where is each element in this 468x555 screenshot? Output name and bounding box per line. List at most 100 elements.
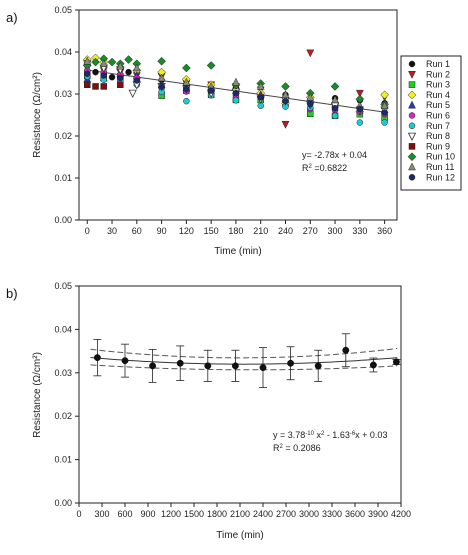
panel-b-y-tick-label: 0.05	[54, 281, 72, 291]
panel-a-point	[206, 61, 216, 70]
panel-a-x-tick-label: 210	[253, 226, 268, 236]
panel-a-point	[257, 94, 264, 101]
panel-a-point	[132, 63, 141, 72]
panel-b-x-tick-label: 2100	[230, 509, 250, 519]
panel-a-y-tick-label: 0.00	[54, 215, 72, 225]
panel-b-eq-part1: y = 3.78	[273, 430, 305, 440]
panel-a-point	[158, 83, 165, 90]
panel-a-series-12	[84, 70, 388, 116]
panel-a-point	[183, 85, 190, 93]
panel-b-eq-exp3: -6	[350, 431, 356, 437]
panel-a-legend-label: Run 9	[426, 141, 450, 151]
panel-b-fit-path	[90, 357, 398, 365]
panel-b-data-points	[93, 333, 401, 388]
panel-a-x-tick-label: 270	[303, 226, 318, 236]
panel-a-point	[331, 95, 339, 104]
panel-a-series-9	[84, 81, 124, 90]
panel-a-point	[355, 89, 364, 98]
panel-b-y-tick-label: 0.00	[54, 498, 72, 508]
panel-a-x-tick-label: 30	[107, 226, 117, 236]
panel-b-point	[231, 362, 239, 370]
panel-b-x-tick-label: 300	[94, 509, 109, 519]
panel-a-point	[100, 72, 108, 79]
panel-a-point	[107, 57, 117, 67]
panel-a-y-tick-label: 0.05	[54, 5, 72, 15]
panel-a: a) 0.00 0.01 0.02 0.03 0.04 0.05 0 30 60 90 120 15…	[6, 5, 462, 257]
panel-b-point	[287, 359, 295, 367]
panel-a-legend-label: Run 2	[426, 69, 450, 79]
panel-a-legend-marker	[407, 132, 417, 141]
panel-a-point	[331, 105, 339, 112]
panel-a-point	[331, 112, 339, 120]
panel-a-point	[99, 59, 108, 68]
panel-b-point	[392, 358, 400, 366]
panel-b-r-squared-sup: 2	[280, 444, 284, 450]
panel-a-legend-marker	[408, 122, 416, 130]
panel-b-fit-curve	[90, 357, 398, 365]
panel-a-point	[84, 81, 91, 89]
panel-a-point	[133, 77, 141, 84]
panel-a-point	[91, 57, 100, 67]
panel-b-x-tick-label: 1500	[184, 509, 204, 519]
panel-a-point	[232, 89, 240, 97]
panel-a-legend-marker	[407, 90, 417, 100]
panel-b-equation: y = 3.78-10 x2 - 1.63-6x + 0.03	[273, 430, 387, 440]
panel-a-y-tick-label: 0.04	[54, 47, 72, 57]
panel-b-band-lower	[90, 364, 398, 371]
panel-a-x-axis-label: Time (min)	[214, 246, 261, 257]
panel-b-x-tick-label: 1800	[207, 509, 227, 519]
panel-a-y-tick-label: 0.02	[54, 131, 72, 141]
panel-b-r-squared-value: = 0.2086	[283, 443, 321, 453]
panel-a-point	[182, 77, 191, 86]
panel-a-point	[307, 100, 314, 108]
panel-b-x-tick-label: 1200	[161, 509, 181, 519]
panel-a-legend-marker	[408, 143, 416, 150]
panel-a-point	[157, 56, 166, 66]
panel-a-x-tick-label: 180	[228, 226, 243, 236]
panel-b-x-tick-label: 4200	[391, 509, 411, 519]
panel-b-plot-frame	[78, 285, 402, 504]
panel-b-point	[204, 362, 212, 370]
panel-a-point	[356, 105, 364, 113]
panel-b-x-tick-label: 600	[117, 509, 132, 519]
panel-a-point	[117, 74, 124, 82]
panel-b-y-tick-label: 0.01	[54, 455, 72, 465]
panel-b-r-squared: R2 = 0.2086	[273, 443, 321, 453]
panel-b-point	[121, 357, 129, 365]
panel-a-x-tick-label: 360	[377, 226, 392, 236]
panel-a-x-tick-label: 330	[352, 226, 367, 236]
panel-b-y-tick-label: 0.03	[54, 368, 72, 378]
panel-b-eq-part4: x + 0.03	[355, 430, 387, 440]
panel-a-point	[232, 97, 240, 104]
panel-a-legend-label: Run 8	[426, 131, 450, 141]
panel-a-legend-marker	[408, 81, 416, 88]
panel-a-point	[256, 81, 265, 90]
panel-b-point	[259, 364, 267, 372]
panel-a-series-11	[83, 56, 389, 110]
panel-a-point	[124, 55, 133, 64]
panel-a-legend-label: Run 11	[426, 162, 454, 172]
panel-a-point	[380, 90, 389, 100]
panel-a-point	[92, 83, 99, 90]
panel-a-point	[306, 49, 315, 58]
panel-b-label: b)	[6, 286, 18, 301]
panel-a-point	[92, 68, 99, 76]
panel-a-legend-label: Run 7	[426, 121, 450, 131]
panel-a-point	[281, 82, 290, 91]
panel-b-point	[314, 362, 322, 370]
panel-a-legend-marker	[408, 174, 416, 181]
panel-b-eq-part2: x	[314, 430, 322, 440]
panel-a-point	[116, 61, 125, 70]
panel-b-x-tick-label: 3000	[299, 509, 319, 519]
panel-a-y-tick-label: 0.03	[54, 89, 72, 99]
panel-b-x-tick-label: 2400	[253, 509, 273, 519]
panel-a-legend-label: Run 5	[426, 100, 450, 110]
panel-a-legend-label: Run 3	[426, 80, 450, 90]
panel-b-x-tick-label: 2700	[276, 509, 296, 519]
panel-b-x-tick-label: 3300	[322, 509, 342, 519]
panel-a-x-tick-label: 150	[204, 226, 219, 236]
panel-a-legend-marker	[408, 112, 416, 119]
panel-b-point	[176, 359, 184, 367]
panel-b-x-axis-label: Time (min)	[216, 530, 263, 541]
